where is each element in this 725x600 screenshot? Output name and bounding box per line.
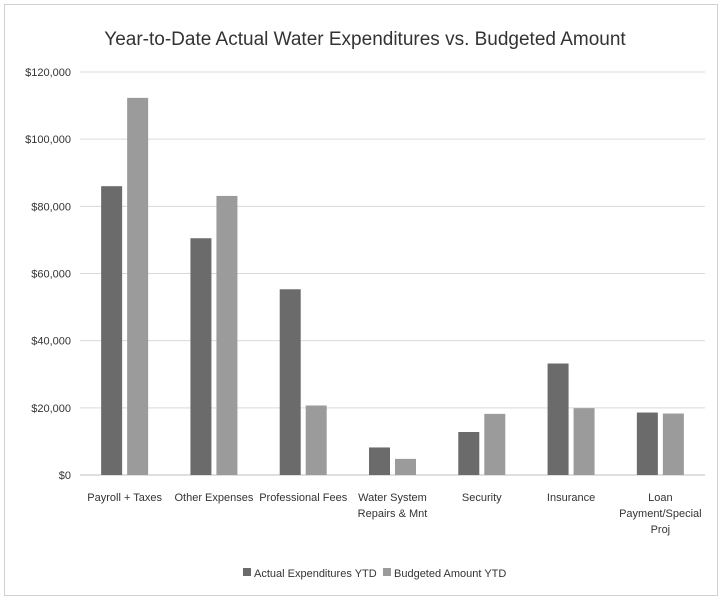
x-tick-label: Loan bbox=[648, 492, 672, 504]
y-tick-label: $40,000 bbox=[31, 336, 71, 348]
x-tick-label: Other Expenses bbox=[174, 492, 253, 504]
legend-swatch bbox=[383, 568, 391, 576]
bar bbox=[395, 458, 416, 475]
y-tick-label: $80,000 bbox=[31, 201, 71, 213]
x-tick-label: Proj bbox=[651, 524, 671, 536]
x-tick-label: Payment/Special bbox=[619, 508, 702, 520]
y-tick-label: $100,000 bbox=[25, 134, 71, 146]
bar bbox=[573, 408, 595, 475]
bar bbox=[484, 413, 506, 475]
bar bbox=[216, 195, 238, 476]
x-tick-label: Repairs & Mnt bbox=[358, 508, 428, 520]
x-tick-label: Payroll + Taxes bbox=[87, 492, 162, 504]
legend: Actual Expenditures YTD Budgeted Amount Y… bbox=[243, 568, 506, 580]
bar bbox=[369, 447, 390, 475]
bar bbox=[305, 405, 327, 475]
x-tick-label: Insurance bbox=[547, 492, 595, 504]
bar bbox=[458, 432, 480, 475]
y-tick-label: $20,000 bbox=[31, 403, 71, 415]
x-tick-label: Security bbox=[462, 492, 502, 504]
bars bbox=[101, 97, 684, 476]
y-tick-label: $0 bbox=[59, 470, 71, 482]
bar bbox=[190, 238, 212, 475]
y-axis-ticks: $0 $20,000 $40,000 $60,000 $80,000 $100,000 $1… bbox=[25, 67, 71, 482]
bar bbox=[636, 412, 658, 475]
x-axis-categories: Payroll + Taxes Other Expenses Professiona… bbox=[87, 492, 701, 536]
bar bbox=[662, 413, 684, 475]
chart-frame: Year-to-Date Actual Water Expenditures v… bbox=[4, 4, 718, 596]
y-tick-label: $120,000 bbox=[25, 67, 71, 79]
bar bbox=[547, 363, 569, 475]
chart-title: Year-to-Date Actual Water Expenditures v… bbox=[104, 29, 626, 50]
legend-label: Actual Expenditures YTD bbox=[254, 568, 377, 580]
y-tick-label: $60,000 bbox=[31, 269, 71, 281]
bar bbox=[127, 97, 149, 476]
x-tick-label: Water System bbox=[358, 492, 427, 504]
legend-label: Budgeted Amount YTD bbox=[394, 568, 506, 580]
legend-swatch bbox=[243, 568, 251, 576]
x-tick-label: Professional Fees bbox=[259, 492, 348, 504]
bar bbox=[279, 289, 301, 475]
bar bbox=[101, 186, 123, 475]
gridlines bbox=[80, 71, 705, 476]
bar-chart: Year-to-Date Actual Water Expenditures v… bbox=[25, 29, 705, 580]
